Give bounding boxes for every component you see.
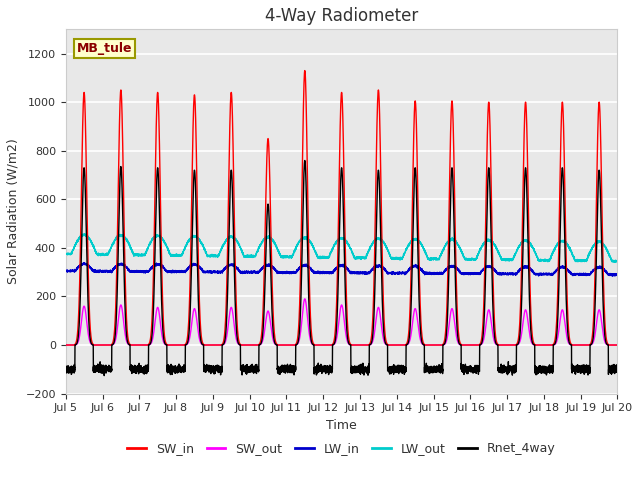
Text: MB_tule: MB_tule xyxy=(77,42,132,55)
X-axis label: Time: Time xyxy=(326,419,357,432)
Legend: SW_in, SW_out, LW_in, LW_out, Rnet_4way: SW_in, SW_out, LW_in, LW_out, Rnet_4way xyxy=(122,437,561,460)
Y-axis label: Solar Radiation (W/m2): Solar Radiation (W/m2) xyxy=(7,139,20,284)
Title: 4-Way Radiometer: 4-Way Radiometer xyxy=(265,7,418,25)
